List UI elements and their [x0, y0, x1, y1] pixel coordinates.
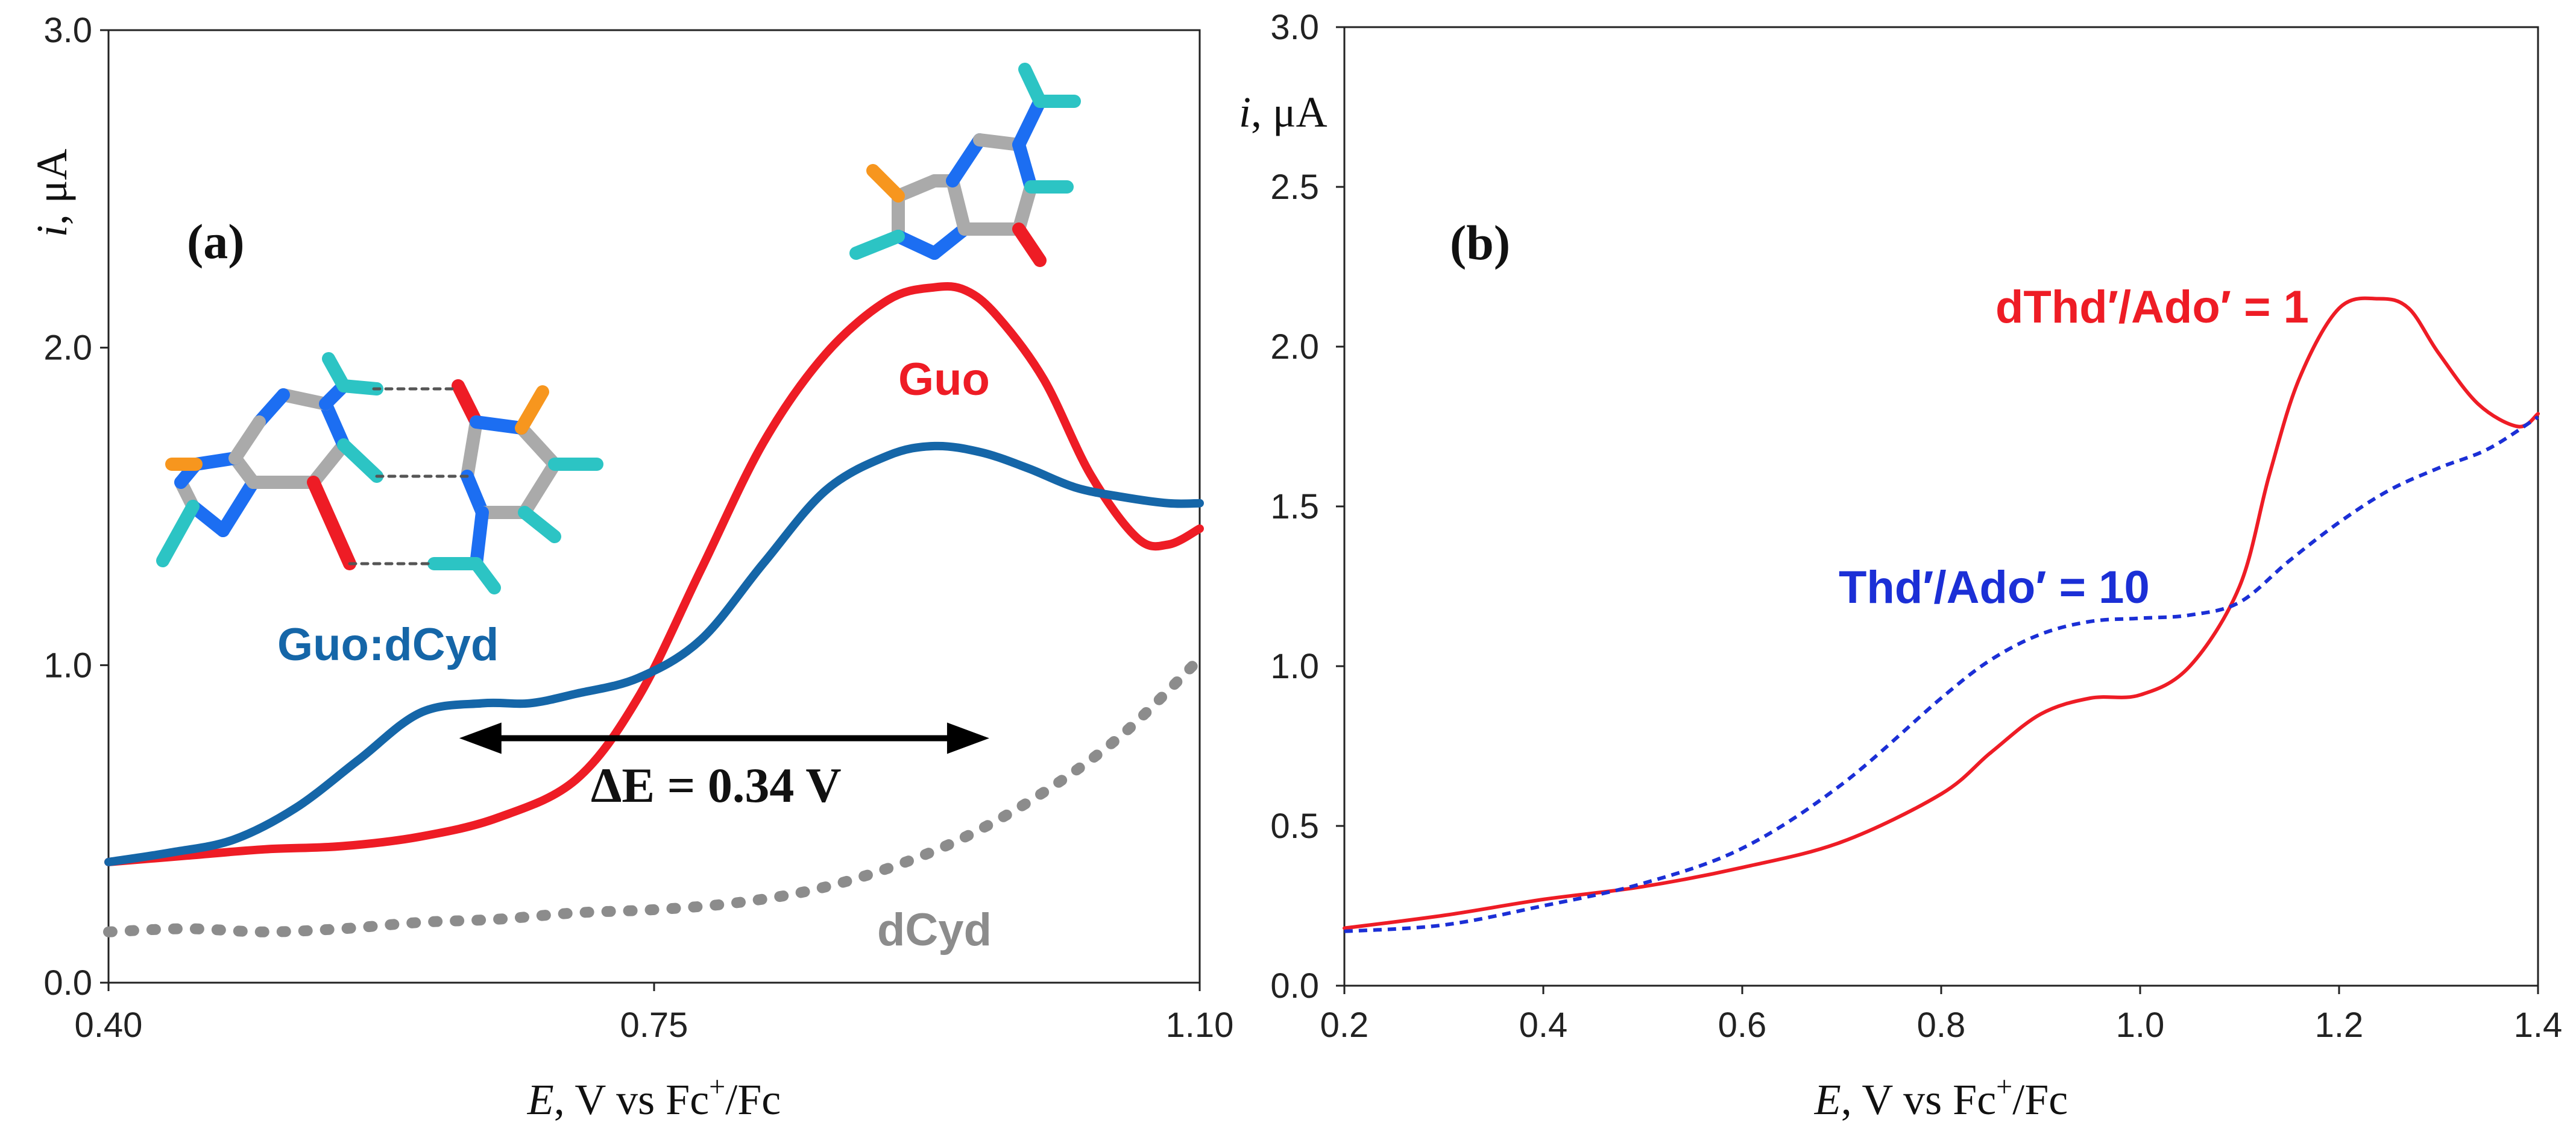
thd-ado-series-label: Thd′/Ado′ = 10: [1839, 562, 2150, 613]
delta-e-arrow-head-left: [459, 722, 502, 754]
guo-dcyd-series-label: Guo:dCyd: [277, 619, 499, 670]
panel-a: 0.0 1.0 2.0 3.0 0.40 0.75 1.10: [28, 11, 1233, 1124]
panel-a-series: [103, 282, 1205, 937]
panel-a-x-ticks: 0.40 0.75 1.10: [75, 983, 1234, 1045]
panel-b-y-tick-label: 2.5: [1270, 168, 1319, 207]
panel-a-y-tick-label: 1.0: [43, 646, 92, 685]
panel-b-series: [1343, 296, 2540, 933]
panel-a-x-axis-label: E, V vs Fc+/Fc: [527, 1071, 781, 1124]
panel-a-y-tick-label: 3.0: [43, 11, 92, 50]
panel-b-y-tick-label: 0.5: [1270, 807, 1319, 846]
panel-b-x-tick-label: 0.8: [1917, 1006, 1966, 1045]
panel-b-x-tick-label: 1.4: [2514, 1006, 2563, 1045]
panel-b-y-tick-label: 1.5: [1270, 487, 1319, 526]
dcyd-series-label: dCyd: [877, 904, 992, 956]
panel-a-series-line-guo: [104, 282, 1204, 866]
panel-a-plot-area: [107, 29, 1201, 984]
panel-a-y-ticks: 0.0 1.0 2.0 3.0: [43, 11, 109, 1003]
panel-a-label: (a): [187, 214, 245, 269]
panel-b-x-tick-label: 0.4: [1519, 1006, 1568, 1045]
panel-b-y-tick-label: 2.0: [1270, 327, 1319, 367]
panel-a-y-axis-label: i, μA: [28, 149, 76, 238]
panel-a-x-tick-label: 1.10: [1166, 1006, 1234, 1045]
panel-b-x-tick-label: 1.0: [2116, 1006, 2165, 1045]
panel-a-series-line-guo-dcyd: [104, 441, 1204, 866]
panel-b-label: (b): [1450, 215, 1510, 270]
dthd-ado-series-label: dThd′/Ado′ = 1: [1995, 282, 2309, 333]
panel-b-x-tick-label: 1.2: [2315, 1006, 2364, 1045]
panel-b-y-axis-label: i, μA: [1239, 88, 1327, 136]
panel-b-x-tick-label: 0.6: [1718, 1006, 1767, 1045]
panel-b-y-tick-label: 3.0: [1270, 8, 1319, 47]
panel-a-x-tick-label: 0.75: [620, 1006, 688, 1045]
panel-b-x-tick-label: 0.2: [1320, 1006, 1369, 1045]
panel-a-y-tick-label: 2.0: [43, 329, 92, 368]
panel-b-y-tick-label: 0.0: [1270, 966, 1319, 1006]
panel-b-series-line-dthd-ado-1: [1343, 296, 2540, 930]
panel-b-x-ticks: 0.2 0.4 0.6 0.8 1.0 1.2 1.4: [1320, 986, 2563, 1045]
delta-e-arrow-head-right: [946, 722, 989, 754]
delta-e-label: ΔE = 0.34 V: [591, 758, 842, 813]
panel-a-x-tick-label: 0.40: [75, 1006, 143, 1045]
guanine-molecule: [849, 63, 1081, 267]
guo-dcyd-pair-molecule: [156, 352, 603, 594]
delta-e-arrow: [459, 722, 989, 754]
panel-b-y-tick-label: 1.0: [1270, 647, 1319, 686]
panel-b-y-ticks: 0.0 0.5 1.0 1.5 2.0 2.5 3.0: [1270, 8, 1344, 1006]
panel-a-y-tick-label: 0.0: [43, 963, 92, 1003]
guo-series-label: Guo: [898, 354, 990, 405]
panel-b-series-line-thd-ado-10: [1344, 415, 2539, 933]
panel-b: 0.0 0.5 1.0 1.5 2.0 2.5 3.0 0.2 0.4 0.6 0.8 1.0 1.2…: [1239, 8, 2562, 1124]
panel-b-plot-area: [1343, 26, 2539, 987]
panel-b-x-axis-label: E, V vs Fc+/Fc: [1814, 1071, 2068, 1124]
